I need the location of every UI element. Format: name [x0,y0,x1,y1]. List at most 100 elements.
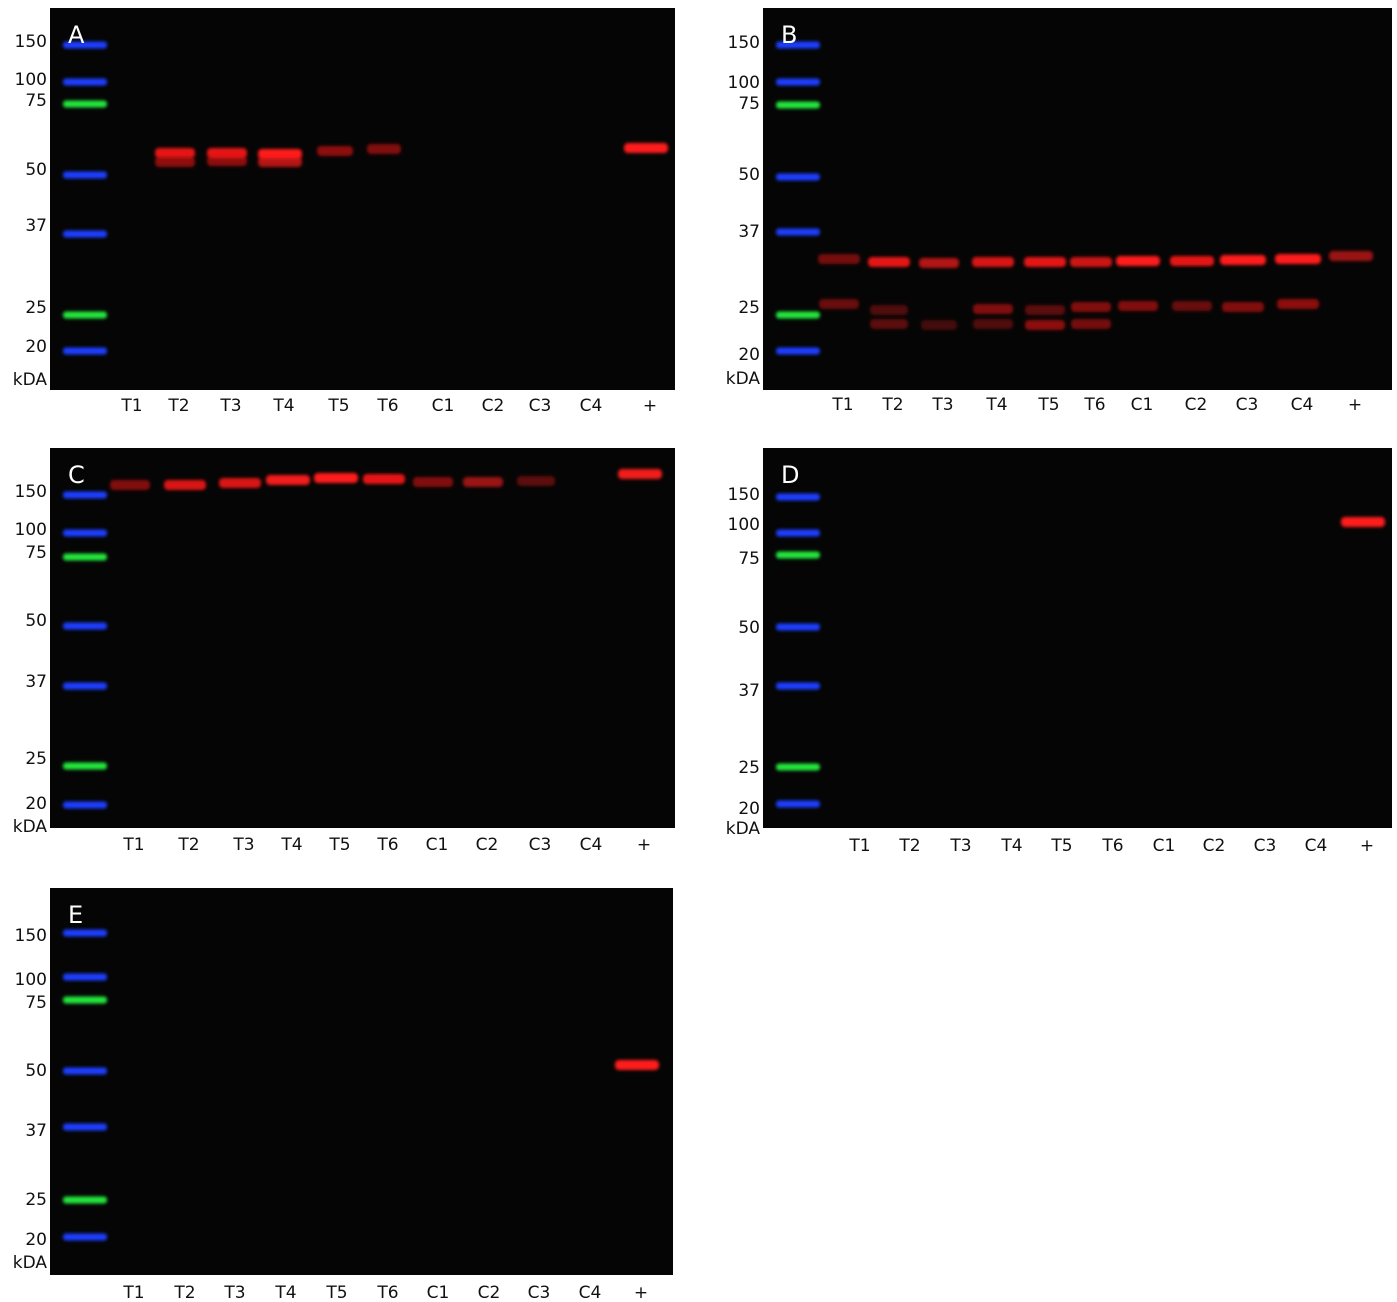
lane-label: C2 [1185,395,1208,415]
ladder-band [63,623,107,630]
lane-label: T5 [327,396,349,416]
protein-band [463,477,503,487]
lane-label: C2 [476,835,499,855]
protein-band [1170,256,1214,266]
ladder-band [776,494,820,501]
marker-label: 100 [15,70,47,90]
marker-label: 75 [25,993,47,1013]
protein-band [517,476,555,486]
lane-label: + [643,396,657,416]
lane-label: T3 [931,395,953,415]
lane-label: + [1348,395,1362,415]
unit-label: kDA [726,369,761,389]
marker-label: 50 [25,160,47,180]
marker-label: 75 [25,543,47,563]
marker-label: 100 [15,970,47,990]
protein-band [110,480,150,490]
marker-label: 100 [728,515,760,535]
marker-label: 37 [25,1121,47,1141]
figure: A1501007550372520kDAT1T2T3T4T5T6C1C2C3C4… [0,0,1397,1302]
ladder-band [63,312,107,319]
protein-band [1220,255,1266,265]
lane-label: T6 [1083,395,1105,415]
marker-label: 75 [25,91,47,111]
blot-image [50,8,675,390]
lane-label: C2 [482,396,505,416]
lane-label: T2 [177,835,199,855]
ladder-band [63,492,107,499]
lane-label: C3 [1236,395,1259,415]
marker-label: 25 [738,298,760,318]
ladder-band [63,683,107,690]
protein-band [367,144,401,154]
lane-label: C4 [1291,395,1314,415]
lane-label: T1 [122,835,144,855]
lane-label: T6 [376,1283,398,1302]
ladder-band [63,530,107,537]
protein-band [207,156,247,166]
lane-label: T5 [1037,395,1059,415]
lane-label: T1 [848,836,870,856]
marker-label: 50 [738,165,760,185]
marker-label: 20 [738,799,760,819]
panel-letter: A [68,21,85,49]
protein-band [155,148,195,158]
protein-band [1070,257,1112,267]
lane-label: C4 [580,835,603,855]
lane-label: C2 [478,1283,501,1302]
protein-band [973,304,1013,314]
ladder-band [63,172,107,179]
lane-label: C1 [1153,836,1176,856]
protein-band [1071,319,1111,329]
marker-label: 25 [25,1190,47,1210]
blot-image [763,8,1392,390]
lane-label: + [1360,836,1374,856]
lane-label: T5 [325,1283,347,1302]
panel-letter: B [781,21,797,49]
marker-label: 25 [25,298,47,318]
lane-label: T3 [949,836,971,856]
protein-band [1341,517,1385,527]
marker-label: 20 [25,337,47,357]
marker-label: 75 [738,549,760,569]
protein-band [819,299,859,309]
protein-band [1172,301,1212,311]
marker-label: 150 [15,482,47,502]
marker-label: 50 [738,618,760,638]
lane-label: C3 [529,835,552,855]
marker-label: 37 [25,216,47,236]
ladder-band [63,930,107,937]
lane-label: T1 [122,1283,144,1302]
ladder-band [63,997,107,1004]
unit-label: kDA [13,370,48,390]
marker-label: 50 [25,611,47,631]
ladder-band [63,231,107,238]
ladder-band [63,802,107,809]
lane-label: T2 [173,1283,195,1302]
protein-band [258,157,302,167]
lane-label: T4 [272,396,294,416]
protein-band [1222,302,1264,312]
lane-label: T6 [376,835,398,855]
protein-band [363,474,405,484]
lane-label: C3 [529,396,552,416]
marker-label: 37 [738,222,760,242]
marker-label: 20 [25,1230,47,1250]
lane-label: C1 [427,1283,450,1302]
panel-letter: D [781,461,799,489]
ladder-band [776,229,820,236]
protein-band [868,257,910,267]
unit-label: kDA [13,817,48,837]
ladder-band [776,764,820,771]
marker-label: 75 [738,94,760,114]
lane-label: C4 [579,1283,602,1302]
protein-band [870,305,908,315]
marker-label: 37 [25,672,47,692]
lane-label: T5 [1050,836,1072,856]
marker-label: 150 [728,485,760,505]
lane-label: C4 [1305,836,1328,856]
protein-band [921,320,957,330]
protein-band [870,319,908,329]
ladder-band [63,1234,107,1241]
ladder-band [63,79,107,86]
